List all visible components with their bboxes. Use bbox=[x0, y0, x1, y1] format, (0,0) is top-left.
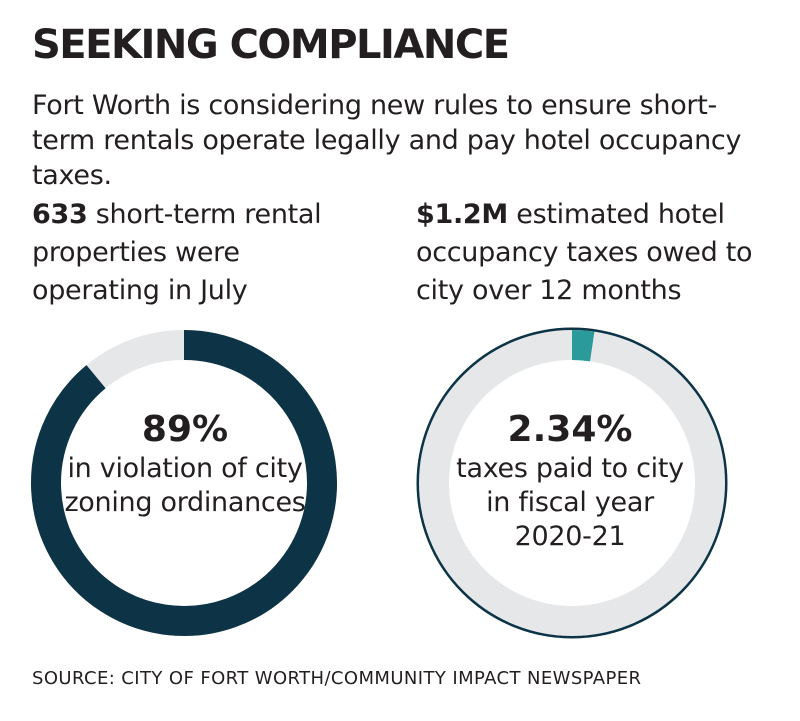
stat-properties-value: 633 bbox=[32, 199, 88, 230]
donut-left-percent: 89% bbox=[141, 409, 229, 450]
stat-properties-text: short-term rental properties were operat… bbox=[32, 199, 322, 306]
donut-right-value-arc bbox=[571, 330, 595, 362]
donut-left-center: 89% in violation of city zoning ordinanc… bbox=[60, 408, 310, 520]
chart-subtitle: Fort Worth is considering new rules to e… bbox=[32, 90, 742, 191]
source-note: SOURCE: CITY OF FORT WORTH/COMMUNITY IMP… bbox=[32, 668, 642, 689]
stat-taxes-owed-value: $1.2M bbox=[416, 199, 508, 230]
stat-taxes-owed: $1.2M estimated hotel occupancy taxes ow… bbox=[416, 196, 776, 310]
stat-properties: 633 short-term rental properties were op… bbox=[32, 196, 362, 310]
donut-right-percent: 2.34% bbox=[507, 409, 633, 450]
donut-right-description: taxes paid to city in fiscal year 2020-2… bbox=[456, 453, 684, 552]
stat-taxes-owed-text: estimated hotel occupancy taxes owed to … bbox=[416, 199, 753, 306]
donut-left-description: in violation of city zoning ordinances bbox=[64, 453, 306, 518]
donut-right-center: 2.34% taxes paid to city in fiscal year … bbox=[445, 408, 695, 554]
donut-left-value-arc bbox=[31, 330, 337, 636]
donut-right-border bbox=[416, 327, 728, 639]
chart-title: SEEKING COMPLIANCE bbox=[32, 22, 510, 68]
